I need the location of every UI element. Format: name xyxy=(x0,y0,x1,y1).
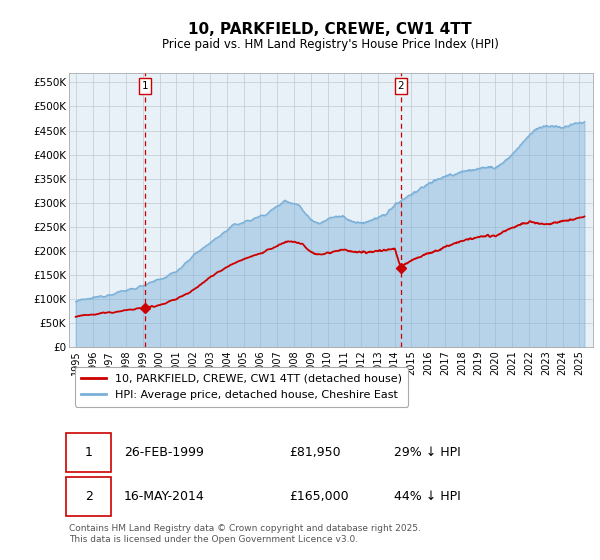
Text: Contains HM Land Registry data © Crown copyright and database right 2025.
This d: Contains HM Land Registry data © Crown c… xyxy=(69,524,421,544)
Text: 1: 1 xyxy=(142,81,149,91)
FancyBboxPatch shape xyxy=(67,477,111,516)
Text: 26-FEB-1999: 26-FEB-1999 xyxy=(124,446,204,459)
Text: £165,000: £165,000 xyxy=(289,490,349,503)
Text: 10, PARKFIELD, CREWE, CW1 4TT: 10, PARKFIELD, CREWE, CW1 4TT xyxy=(188,22,472,38)
Text: Price paid vs. HM Land Registry's House Price Index (HPI): Price paid vs. HM Land Registry's House … xyxy=(161,38,499,51)
Legend: 10, PARKFIELD, CREWE, CW1 4TT (detached house), HPI: Average price, detached hou: 10, PARKFIELD, CREWE, CW1 4TT (detached … xyxy=(74,367,408,407)
Text: 2: 2 xyxy=(85,490,93,503)
Text: 1: 1 xyxy=(85,446,93,459)
Text: 29% ↓ HPI: 29% ↓ HPI xyxy=(394,446,461,459)
Text: 16-MAY-2014: 16-MAY-2014 xyxy=(124,490,205,503)
Text: 2: 2 xyxy=(398,81,404,91)
Text: 44% ↓ HPI: 44% ↓ HPI xyxy=(394,490,461,503)
Text: £81,950: £81,950 xyxy=(289,446,341,459)
FancyBboxPatch shape xyxy=(67,433,111,472)
